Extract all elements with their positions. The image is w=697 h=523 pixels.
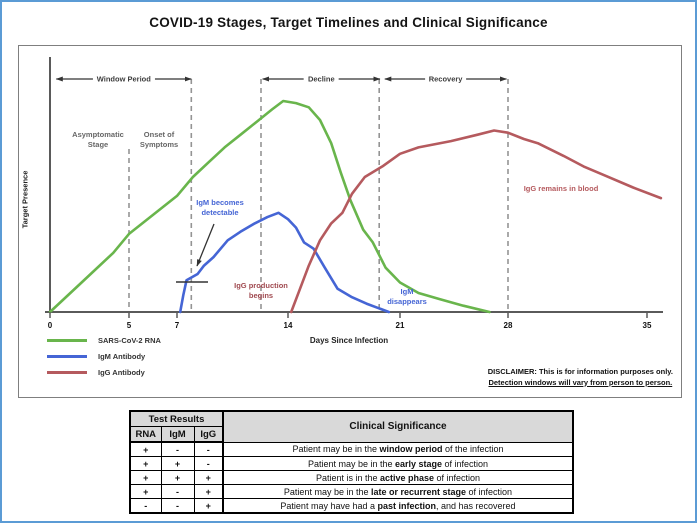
igg-result: - xyxy=(193,456,224,471)
clinical-significance-text: Patient may be in the window period of t… xyxy=(222,441,574,457)
timeline-chart: 0 5 7 14 21 28 35 xyxy=(45,57,663,330)
disclaimer-line2: Detection windows will vary from person … xyxy=(488,377,673,387)
igm-result: + xyxy=(160,470,195,485)
legend-item: IgM Antibody xyxy=(47,351,161,361)
series-igm-antibody xyxy=(178,211,391,314)
igg-result: + xyxy=(193,498,224,514)
clinical-significance-header: Clinical Significance xyxy=(222,410,574,443)
clinical-significance-text: Patient may be in the late or recurrent … xyxy=(222,484,574,499)
series-sars-cov-2-rna xyxy=(48,99,491,314)
table-row: + + - Patient may be in the early stage of … xyxy=(129,456,574,471)
igm-result: - xyxy=(160,484,195,499)
rna-result: + xyxy=(129,470,162,485)
table-row: + - + Patient may be in the late or recurre… xyxy=(129,484,574,499)
igm-result: - xyxy=(160,498,195,514)
table-row: + - - Patient may be in the window period o… xyxy=(129,441,574,457)
chart-series xyxy=(48,99,663,314)
x-axis-ticks: 0 5 7 14 21 28 35 xyxy=(48,312,652,330)
x-tick-label: 5 xyxy=(127,321,132,330)
igm-result: - xyxy=(160,441,195,457)
pointer-arrow xyxy=(196,223,215,267)
chart-legend: SARS-CoV-2 RNA IgM Antibody IgG Antibody xyxy=(47,335,161,383)
igg-result: + xyxy=(193,470,224,485)
table-row: + + + Patient is in the active phase of inf… xyxy=(129,470,574,485)
x-tick-label: 28 xyxy=(504,321,513,330)
y-axis-label: Target Presence xyxy=(20,170,30,229)
x-tick-label: 21 xyxy=(396,321,405,330)
x-tick-label: 0 xyxy=(48,321,53,330)
rna-result: - xyxy=(129,498,162,514)
igg-result: - xyxy=(193,441,224,457)
legend-label: IgM Antibody xyxy=(98,351,146,361)
igg-result: + xyxy=(193,484,224,499)
igm-detectable-pointer xyxy=(176,223,215,283)
x-tick-label: 35 xyxy=(643,321,652,330)
legend-swatch xyxy=(47,370,87,374)
legend-label: SARS-CoV-2 RNA xyxy=(98,335,161,345)
legend-item: SARS-CoV-2 RNA xyxy=(47,335,161,345)
table-row: - - + Patient may have had a past infection… xyxy=(129,498,574,514)
x-tick-label: 7 xyxy=(175,321,180,330)
x-axis-label: Days Since Infection xyxy=(309,336,389,345)
page-title: COVID-19 Stages, Target Timelines and Cl… xyxy=(149,15,548,30)
test-results-header: Test Results xyxy=(129,410,224,427)
disclaimer: DISCLAIMER: This is for information purp… xyxy=(488,366,673,389)
legend-label: IgG Antibody xyxy=(98,367,145,377)
column-header-igg: IgG xyxy=(193,426,224,443)
clinical-significance-text: Patient may be in the early stage of inf… xyxy=(222,456,574,471)
x-tick-label: 14 xyxy=(284,321,293,330)
disclaimer-line1: DISCLAIMER: This is for information purp… xyxy=(487,366,673,376)
rna-result: + xyxy=(129,441,162,457)
igm-result: + xyxy=(160,456,195,471)
stage-dividers xyxy=(128,79,509,312)
clinical-significance-table: Test Results Clinical Significance RNA Ig… xyxy=(129,410,574,514)
clinical-significance-text: Patient is in the active phase of infect… xyxy=(222,470,574,485)
column-header-rna: RNA xyxy=(129,426,162,443)
clinical-significance-text: Patient may have had a past infection, a… xyxy=(222,498,574,514)
series-igg-antibody xyxy=(289,129,663,314)
legend-item: IgG Antibody xyxy=(47,367,161,377)
legend-swatch xyxy=(47,338,87,342)
rna-result: + xyxy=(129,456,162,471)
rna-result: + xyxy=(129,484,162,499)
timeline-chart-area: 0 5 7 14 21 28 35 Window Period Decline Recovery… xyxy=(18,45,682,398)
column-header-igm: IgM xyxy=(160,426,195,443)
legend-swatch xyxy=(47,354,87,358)
